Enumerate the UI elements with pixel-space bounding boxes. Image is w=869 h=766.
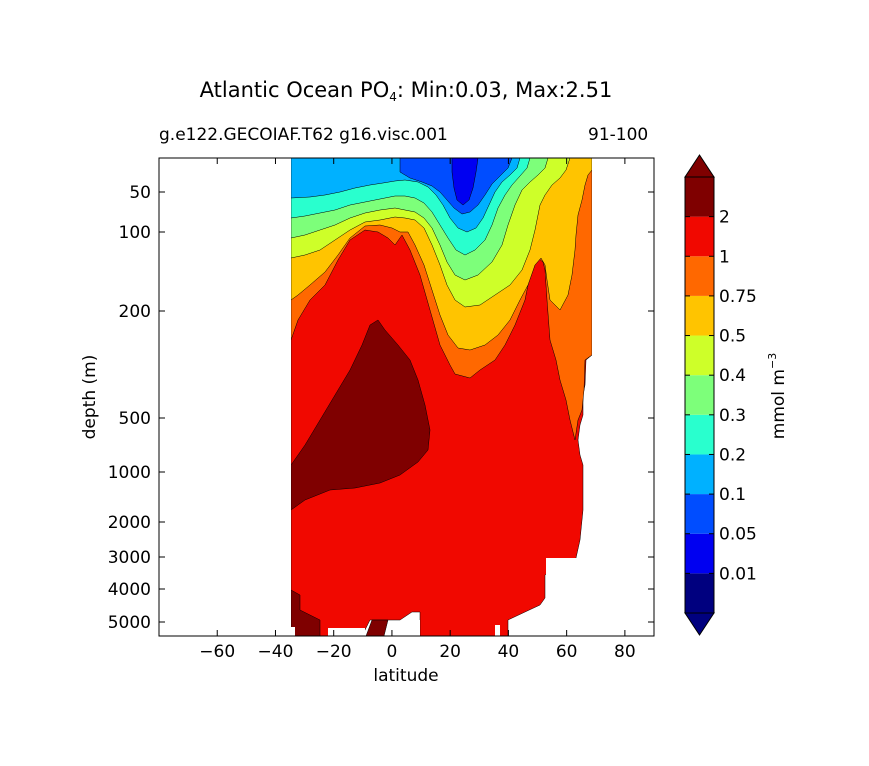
colorbar-frame xyxy=(684,176,715,614)
colorbar-tick-label: 0.2 xyxy=(719,445,746,465)
plot-frame xyxy=(158,157,655,637)
contour-band-above-2 xyxy=(290,319,431,511)
colorbar-swatch xyxy=(685,177,714,217)
y-tick-label: 200 xyxy=(119,302,151,322)
colorbar-swatch xyxy=(685,295,714,336)
y-tick-label: 100 xyxy=(119,223,151,243)
colorbar-tick-label: 0.5 xyxy=(719,327,746,347)
seafloor-mask xyxy=(291,158,654,636)
colorbar-tick-label: 0.05 xyxy=(719,525,757,545)
contour-band-0.01-0.05 xyxy=(451,158,479,206)
contour-band-above-2-bottom-2 xyxy=(365,619,389,636)
y-axis: 50 100 200 500 1000 2000 3000 4000 5000 xyxy=(108,183,654,633)
y-tick-label: 50 xyxy=(129,183,151,203)
case-name: g.e122.GECOIAF.T62 g16.visc.001 xyxy=(159,125,448,145)
y-tick-label: 1000 xyxy=(108,463,151,483)
colorbar-tick-label: 0.01 xyxy=(719,564,757,584)
x-tick-label: 0 xyxy=(387,642,398,662)
no-data-region xyxy=(159,158,291,636)
colorbar-swatch xyxy=(685,375,714,415)
colorbar-tick-label: 0.75 xyxy=(719,287,757,307)
x-tick-label: 20 xyxy=(439,642,461,662)
colorbar-tick-label: 0.4 xyxy=(719,366,746,386)
y-tick-label: 4000 xyxy=(108,580,151,600)
title-suffix: : Min:0.03, Max:2.51 xyxy=(396,78,613,102)
colorbar-swatch xyxy=(685,573,714,613)
title-subscript: 4 xyxy=(389,90,397,104)
x-tick-label: 60 xyxy=(556,642,578,662)
colorbar-tick-label: 1 xyxy=(719,247,730,267)
x-tick-label: 40 xyxy=(498,642,520,662)
colorbar-swatch xyxy=(685,414,714,455)
colorbar-label-superscript: −3 xyxy=(766,353,779,369)
x-tick-label: −20 xyxy=(316,642,352,662)
colorbar-label: mmol m−3 xyxy=(766,353,789,439)
colorbar-swatch xyxy=(685,216,714,257)
colorbar-tick-label: 0.1 xyxy=(719,485,746,505)
year-range: 91-100 xyxy=(588,125,649,145)
colorbar-swatch xyxy=(685,494,714,534)
x-tick-label: 80 xyxy=(614,642,636,662)
x-axis: −60 −40 −20 0 20 40 60 80 xyxy=(199,158,636,662)
colorbar-extend-max xyxy=(684,154,715,178)
y-tick-label: 2000 xyxy=(108,513,151,533)
y-tick-label: 5000 xyxy=(108,613,151,633)
colorbar-swatch xyxy=(685,533,714,574)
colorbar-swatch xyxy=(685,256,714,296)
colorbar-label-text: mmol m xyxy=(769,369,789,439)
colorbar-extend-min xyxy=(684,612,715,636)
y-tick-label: 3000 xyxy=(108,548,151,568)
y-tick-label: 500 xyxy=(119,409,151,429)
title-prefix: Atlantic Ocean PO xyxy=(199,78,390,102)
contour-fills xyxy=(159,158,654,636)
x-tick-label: −60 xyxy=(199,642,235,662)
colorbar-swatch xyxy=(685,335,714,376)
x-axis-label: latitude xyxy=(373,666,438,686)
colorbar: 0.01 0.05 0.1 0.2 0.3 0.4 0.5 0.75 1 2 xyxy=(684,154,757,636)
contour-band-above-2-bottom xyxy=(290,589,321,636)
colorbar-tick-label: 0.3 xyxy=(719,406,746,426)
chart-title: Atlantic Ocean PO4: Min:0.03, Max:2.51 xyxy=(0,78,812,104)
colorbar-tick-label: 2 xyxy=(719,208,730,228)
y-axis-label: depth (m) xyxy=(80,355,100,440)
x-tick-label: −40 xyxy=(258,642,294,662)
colorbar-swatch xyxy=(685,454,714,495)
